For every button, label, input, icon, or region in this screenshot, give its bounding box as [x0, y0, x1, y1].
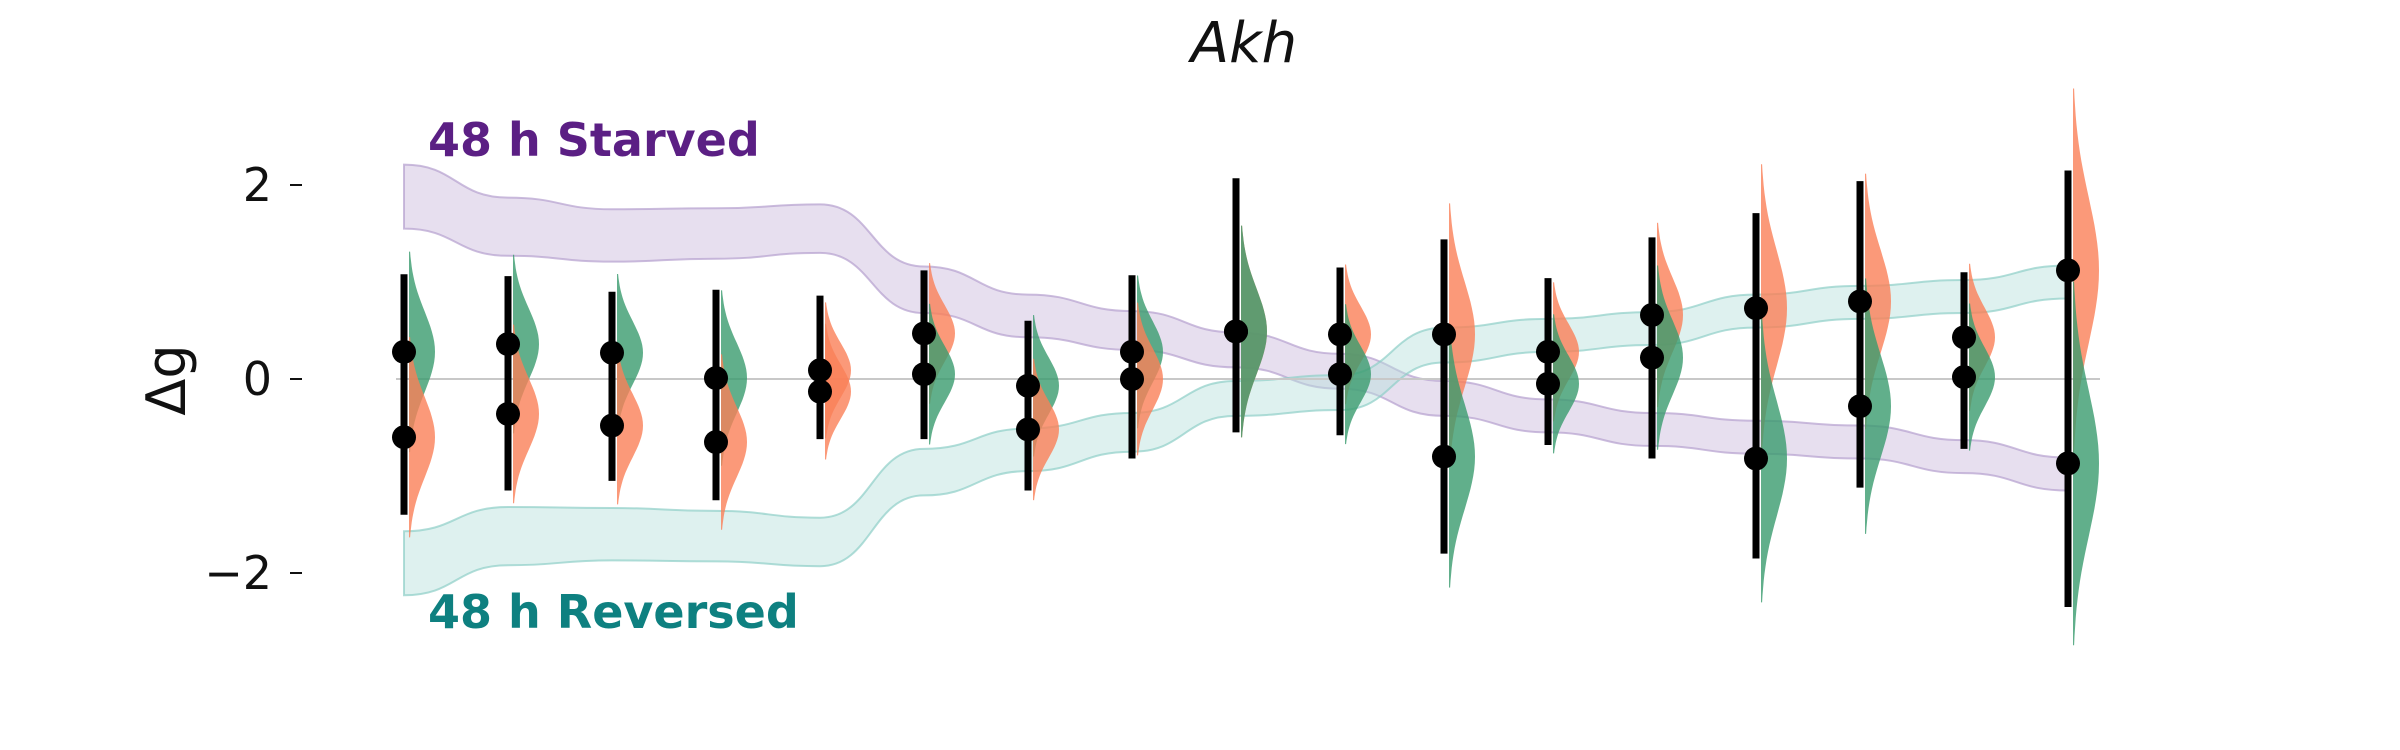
point-lower — [1952, 365, 1976, 390]
distribution-lower — [721, 354, 747, 530]
starved-annotation: 48 h Starved — [428, 113, 760, 167]
point-lower — [808, 379, 832, 404]
distribution-lower — [1033, 358, 1059, 501]
distribution-lower — [1137, 302, 1163, 456]
point-lower — [704, 430, 728, 455]
y-axis-label: Δg — [135, 344, 198, 415]
point-upper — [392, 339, 416, 364]
point-lower — [1432, 444, 1456, 469]
distribution-lower — [929, 303, 955, 445]
distribution-lower — [513, 324, 539, 504]
point-upper — [704, 366, 728, 391]
point-upper — [808, 358, 832, 383]
point-upper — [600, 340, 624, 365]
point-upper — [1744, 296, 1768, 321]
point-lower — [1224, 319, 1248, 344]
distribution-lower — [617, 346, 643, 505]
point-lower — [496, 401, 520, 426]
point-lower — [1744, 446, 1768, 471]
estimates-layer — [392, 170, 2080, 607]
point-upper — [2056, 258, 2080, 283]
distribution-lower — [1761, 314, 1787, 603]
point-upper — [912, 321, 936, 346]
point-upper — [496, 332, 520, 357]
point-lower — [1640, 345, 1664, 370]
point-lower — [912, 362, 936, 387]
point-lower — [2056, 451, 2080, 476]
point-lower — [1120, 367, 1144, 391]
point-lower — [600, 413, 624, 438]
distribution-lower — [1449, 325, 1475, 588]
point-lower — [1328, 362, 1352, 387]
point-lower — [1016, 417, 1040, 442]
distribution-lower — [409, 336, 435, 538]
point-lower — [392, 425, 416, 450]
point-upper — [1016, 373, 1040, 398]
point-upper — [1328, 322, 1352, 347]
y-tick-label: 0 — [243, 352, 272, 406]
point-upper — [1432, 322, 1456, 347]
y-tick-label: −2 — [204, 546, 272, 600]
distribution-lower — [2073, 281, 2099, 646]
distribution-lower — [1345, 304, 1371, 445]
distributions-layer — [409, 88, 2099, 646]
point-upper — [1952, 325, 1976, 350]
chart-title: Akh — [1188, 11, 1297, 76]
distribution-lower — [1241, 225, 1267, 438]
y-tick-label: 2 — [243, 158, 272, 212]
reversed-annotation: 48 h Reversed — [428, 585, 799, 639]
point-upper — [1120, 339, 1144, 364]
distribution-lower — [1865, 278, 1891, 534]
point-upper — [1640, 302, 1664, 327]
point-lower — [1848, 394, 1872, 419]
point-lower — [1536, 371, 1560, 396]
point-upper — [1536, 339, 1560, 364]
point-upper — [1848, 289, 1872, 314]
y-axis: −2 0 2 — [204, 158, 302, 600]
distribution-lower — [825, 323, 851, 460]
